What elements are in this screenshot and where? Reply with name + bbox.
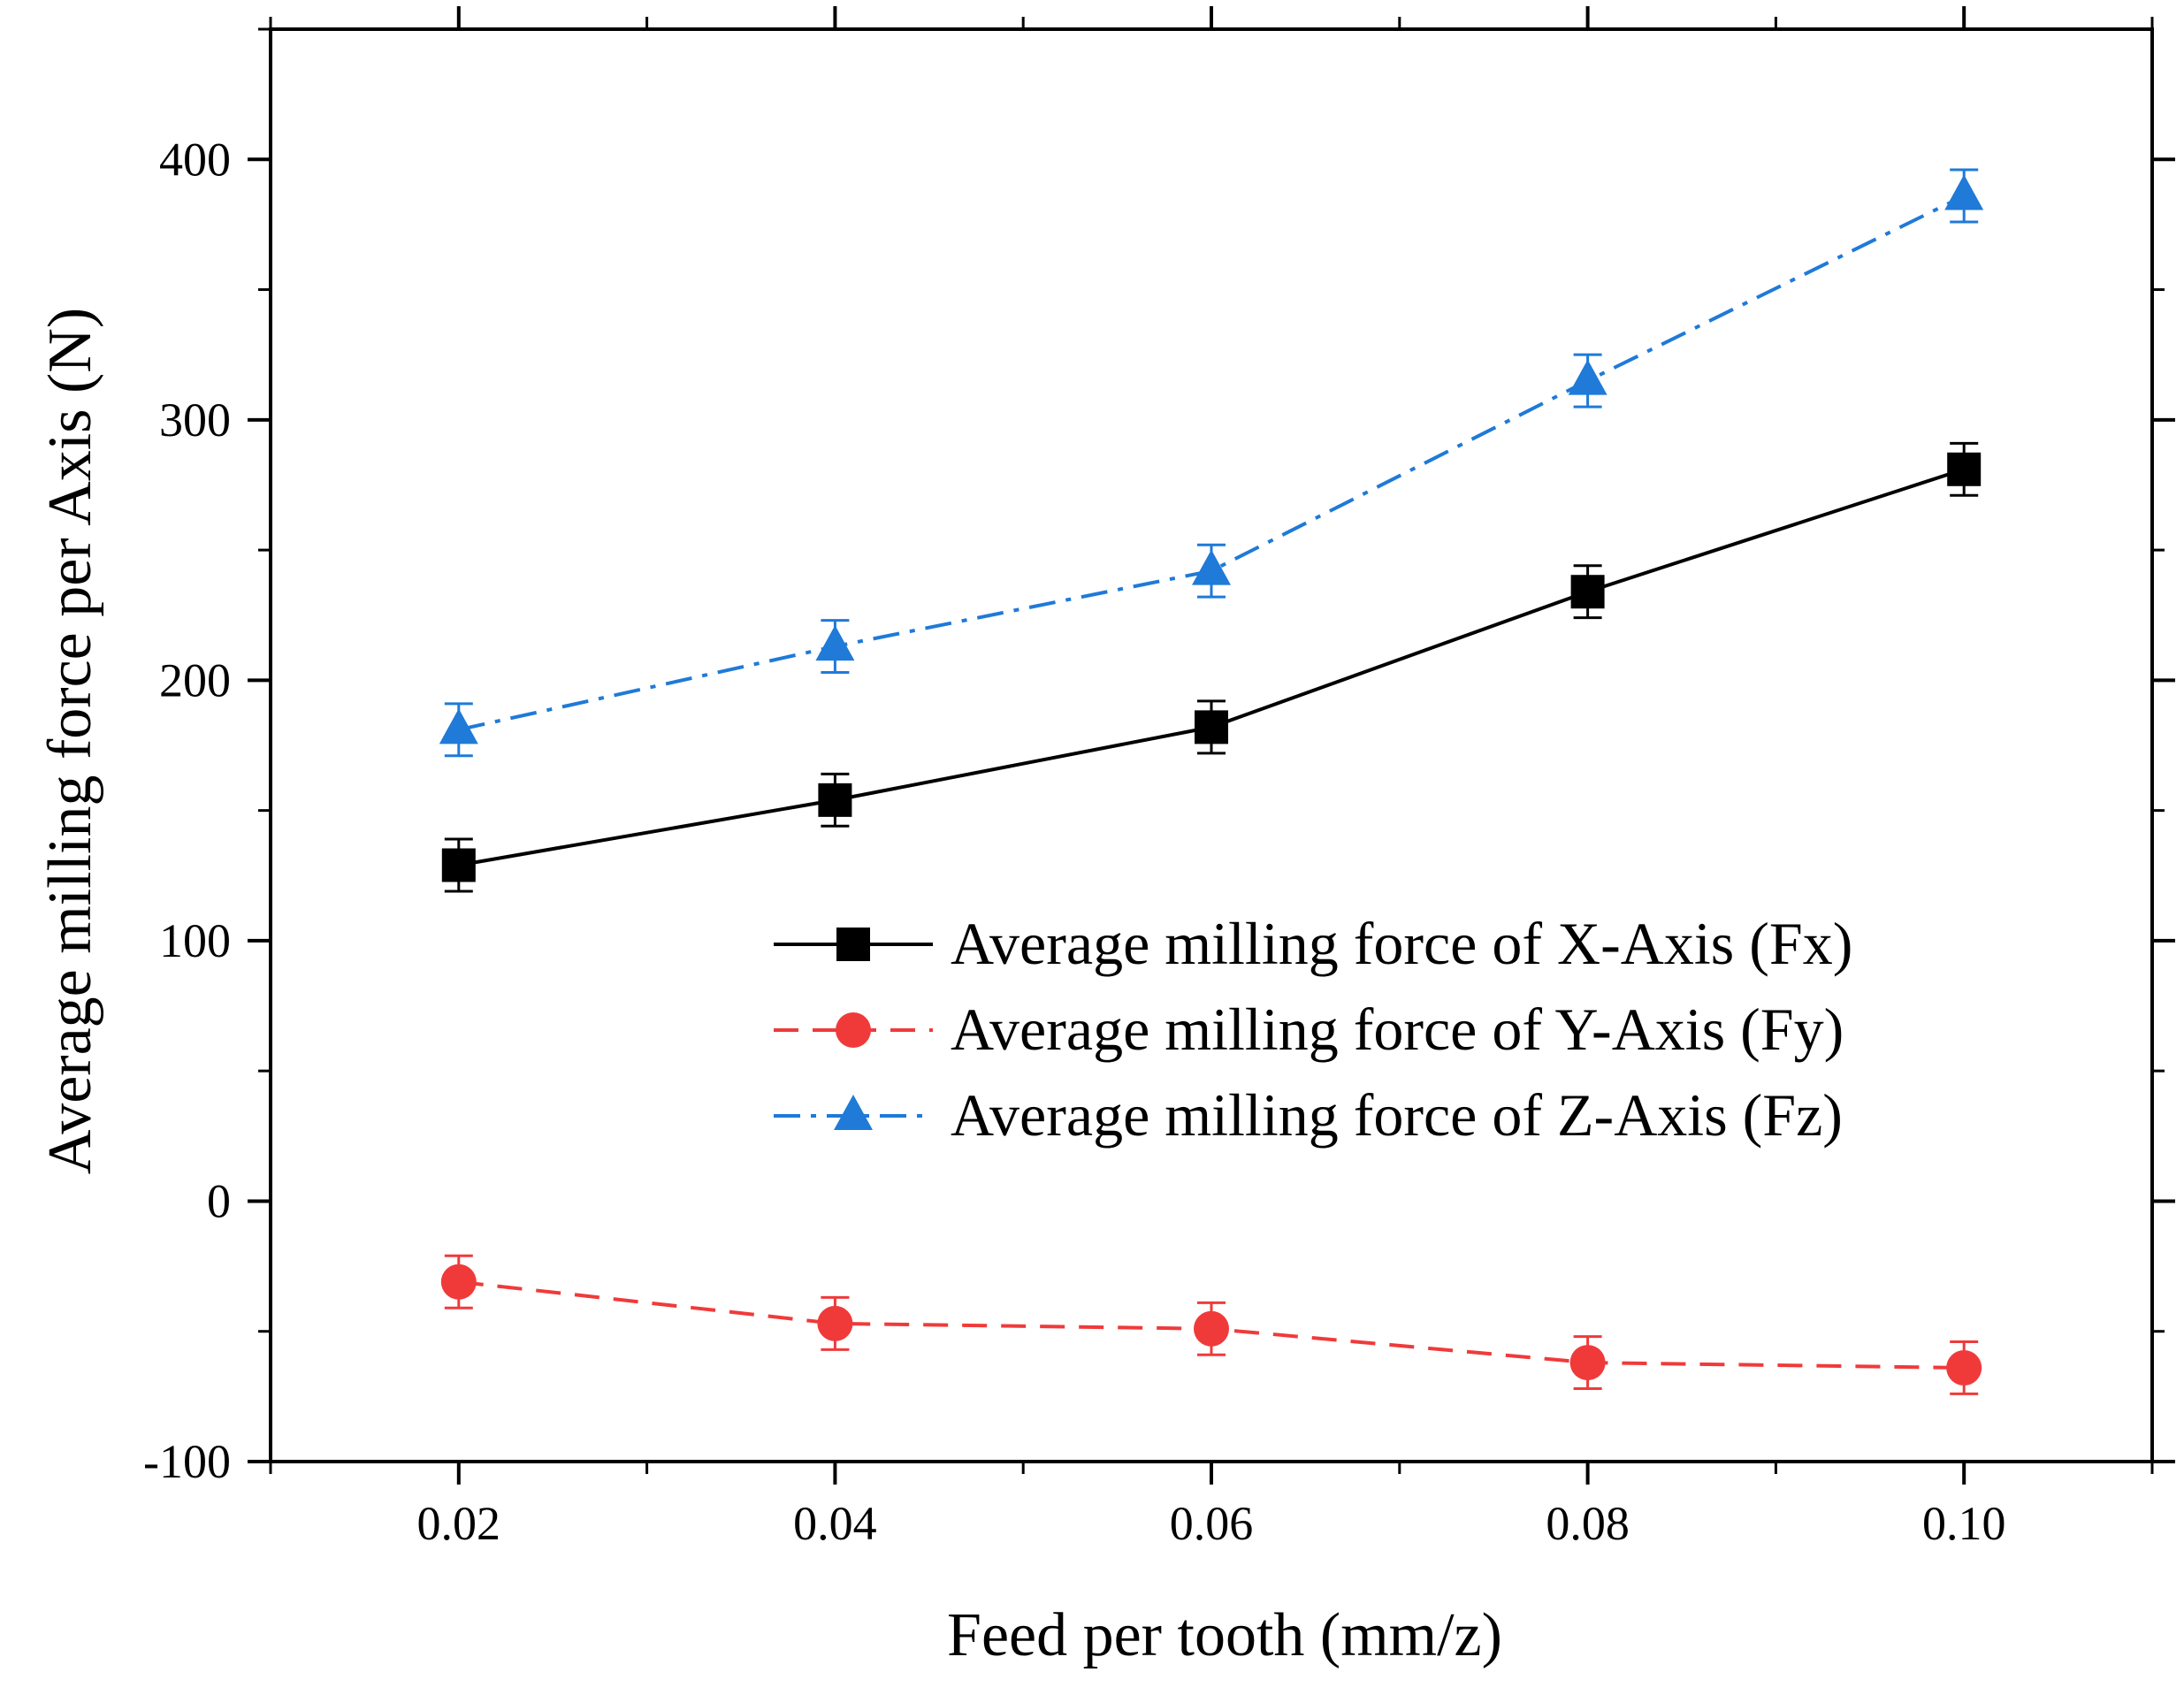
x-axis-title: Feed per tooth (mm/z): [947, 1601, 1502, 1669]
data-point: [818, 783, 852, 817]
legend-label: Average milling force of Y-Axis (Fy): [951, 996, 1844, 1063]
y-tick-label: 200: [159, 653, 231, 706]
y-tick-label: 0: [207, 1174, 231, 1227]
data-point: [1946, 1349, 1982, 1386]
series-layer: [439, 168, 1984, 1395]
data-point: [1195, 710, 1228, 744]
legend-marker: [834, 1095, 873, 1130]
legend-entry-1: Average milling force of X-Axis (Fx): [774, 910, 1852, 977]
series-2: [440, 1254, 1982, 1395]
y-tick-label: -100: [143, 1435, 231, 1488]
legend-entry-2: Average milling force of Y-Axis (Fy): [774, 996, 1844, 1063]
legend-marker: [836, 928, 870, 961]
data-point: [1192, 549, 1231, 585]
x-tick-label: 0.02: [417, 1497, 501, 1550]
legend-marker: [836, 1012, 871, 1048]
x-tick-label: 0.08: [1546, 1497, 1630, 1550]
legend-label: Average milling force of Z-Axis (Fz): [951, 1081, 1843, 1149]
y-tick-label: 400: [159, 133, 231, 186]
legend-entry-3: Average milling force of Z-Axis (Fz): [774, 1081, 1843, 1149]
x-tick-label: 0.10: [1922, 1497, 2006, 1550]
legend: Average milling force of X-Axis (Fx) Aver…: [774, 910, 1852, 1149]
data-point: [1947, 452, 1982, 486]
data-point: [1944, 174, 1984, 210]
legend-label: Average milling force of X-Axis (Fx): [951, 910, 1852, 977]
data-point: [815, 625, 855, 661]
y-tick-label: 300: [159, 393, 231, 447]
data-point: [439, 708, 478, 744]
data-point: [1568, 359, 1607, 395]
y-axis-title: Average milling force per Axis (N): [36, 308, 104, 1174]
x-axis-ticks: 0.02 0.04 0.06 0.08 0.10: [269, 6, 2154, 1550]
y-tick-label: 100: [159, 914, 231, 967]
x-tick-label: 0.06: [1170, 1497, 1254, 1550]
x-tick-label: 0.04: [793, 1497, 877, 1550]
data-point: [440, 1264, 477, 1300]
series-1: [441, 441, 1982, 893]
y-axis-ticks: -100 0 100 200 300 400: [143, 27, 2175, 1488]
data-point: [441, 848, 476, 882]
series-3: [439, 168, 1984, 758]
data-point: [1194, 1310, 1229, 1347]
data-point: [1569, 1345, 1606, 1381]
data-point: [1570, 575, 1605, 609]
data-point: [817, 1305, 853, 1341]
